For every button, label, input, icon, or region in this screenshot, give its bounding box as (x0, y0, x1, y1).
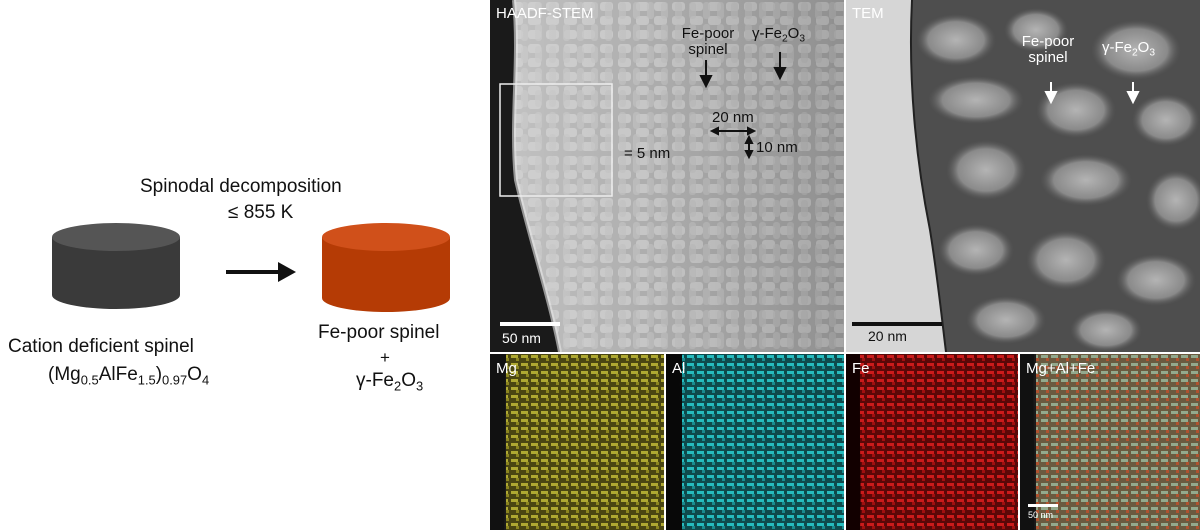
eds-al-label: Al (672, 360, 686, 377)
dimension-5nm: = 5 nm (624, 145, 671, 162)
eds-map-combined: Mg+Al+Fe 50 nm (1020, 354, 1200, 530)
eds-scale-bar-label: 50 nm (1028, 510, 1054, 520)
eds-map-al: Al (666, 354, 844, 530)
dimension-10nm: 10 nm (756, 139, 798, 156)
tem-image: TEM Fe-poor spinel γ-Fe2O3 20 nm (846, 0, 1200, 352)
process-arrow (226, 262, 296, 282)
eds-map-fe: Fe (846, 354, 1018, 530)
plus-sign: + (380, 348, 390, 367)
cation-deficient-spinel-cylinder (52, 223, 180, 309)
tem-fe-poor-spinel-annotation: Fe-poor spinel (1021, 33, 1075, 66)
fe-poor-spinel-cylinder (322, 223, 450, 312)
haadf-stem-image: HAADF-STEM Fe-poor spinel γ-Fe2O3 20 nm =… (490, 0, 844, 352)
schematic-graphics (52, 223, 450, 312)
tem-gamma-fe2o3-annotation: γ-Fe2O3 (1102, 39, 1156, 59)
cation-deficient-spinel-label: Cation deficient spinel (8, 336, 194, 357)
process-title: Spinodal decomposition (140, 176, 342, 197)
eds-map-mg: Mg (490, 354, 664, 530)
process-temperature: ≤ 855 K (228, 202, 294, 223)
dimension-20nm: 20 nm (712, 109, 754, 126)
gamma-fe2o3-label: γ-Fe2O3 (356, 370, 424, 394)
inset-box (499, 83, 613, 197)
cation-deficient-spinel-formula: (Mg0.5AlFe1.5)0.97O4 (48, 364, 210, 388)
gamma-fe2o3-annotation: γ-Fe2O3 (752, 25, 806, 45)
tem-label: TEM (852, 5, 884, 22)
tem-scale-bar-label: 20 nm (868, 328, 907, 344)
eds-mg-label: Mg (496, 360, 517, 377)
eds-fe-label: Fe (852, 360, 870, 377)
fe-poor-spinel-label: Fe-poor spinel (318, 322, 440, 343)
haadf-stem-label: HAADF-STEM (496, 5, 594, 22)
haadf-scale-bar-label: 50 nm (502, 330, 541, 346)
fe-poor-spinel-annotation: Fe-poor spinel (681, 25, 735, 58)
eds-combined-label: Mg+Al+Fe (1026, 360, 1096, 377)
